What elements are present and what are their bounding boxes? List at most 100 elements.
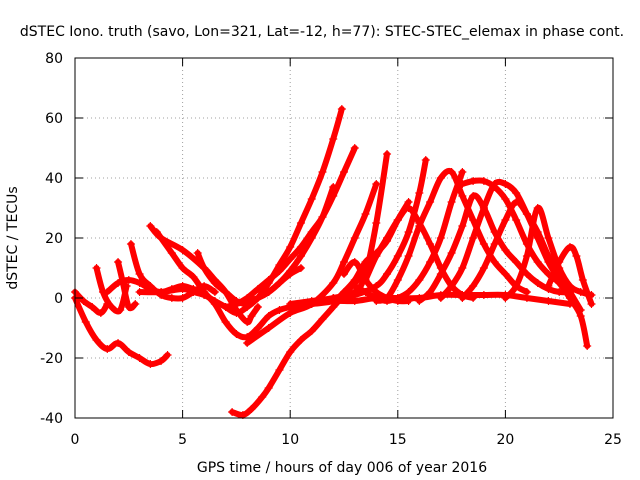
data-point: [572, 252, 581, 260]
data-point: [436, 234, 445, 242]
data-point: [157, 357, 166, 365]
data-point: [307, 195, 316, 203]
data-point: [393, 294, 402, 302]
data-point: [264, 276, 273, 284]
data-point: [221, 288, 230, 296]
data-point: [232, 300, 241, 308]
data-point: [469, 192, 478, 200]
data-point: [318, 168, 327, 176]
data-point: [307, 300, 316, 308]
data-point: [253, 294, 262, 302]
data-point: [426, 258, 435, 266]
data-point: [361, 276, 370, 284]
data-point: [329, 183, 338, 191]
data-point: [544, 282, 553, 290]
data-point: [578, 276, 587, 284]
data-point: [275, 279, 284, 287]
data-point: [533, 228, 542, 236]
data-point: [135, 288, 144, 296]
data-point: [337, 105, 346, 113]
x-tick-labels: 0 5 10 15 20 25: [71, 432, 622, 448]
x-tick-label: 15: [389, 432, 407, 448]
data-point: [193, 249, 202, 257]
data-point: [372, 252, 381, 260]
y-tick-label: 60: [45, 111, 63, 127]
data-point: [404, 204, 413, 212]
series-line: [287, 151, 390, 307]
data-point: [404, 228, 413, 236]
data-point: [167, 294, 176, 302]
data-point: [340, 270, 348, 278]
data-point: [512, 189, 521, 197]
data-point: [210, 288, 219, 296]
data-point: [555, 258, 564, 266]
data-point: [79, 297, 88, 305]
data-point: [393, 216, 402, 224]
data-point: [131, 300, 140, 308]
data-point: [544, 297, 553, 305]
series-2: [92, 264, 131, 315]
y-axis-title: dSTEC / TECUs: [5, 186, 21, 289]
data-point: [146, 282, 155, 290]
data-point: [247, 405, 256, 413]
data-point: [458, 168, 467, 176]
data-point: [124, 276, 133, 284]
y-tick-label: -20: [40, 351, 63, 367]
data-point: [135, 354, 144, 362]
data-point: [533, 279, 542, 287]
data-point: [426, 198, 435, 206]
data-point: [415, 189, 424, 197]
data-point: [286, 303, 295, 311]
data-point: [92, 336, 101, 344]
data-point: [200, 264, 209, 272]
data-point: [152, 228, 161, 236]
data-point: [415, 276, 424, 284]
data-point: [178, 264, 187, 272]
data-point: [383, 150, 392, 158]
x-tick-label: 20: [496, 432, 514, 448]
data-point: [447, 168, 456, 176]
data-point: [189, 288, 198, 296]
data-point: [146, 222, 155, 230]
data-point: [243, 318, 252, 326]
data-point: [243, 297, 252, 305]
data-point: [232, 309, 241, 317]
data-point: [286, 255, 295, 263]
data-point: [200, 291, 209, 299]
data-point: [565, 282, 574, 290]
data-point: [178, 285, 187, 293]
y-tick-label: 40: [45, 171, 63, 187]
data-point: [458, 291, 467, 299]
data-point: [447, 198, 456, 206]
data-point: [361, 210, 370, 218]
data-point: [383, 270, 392, 278]
data-point: [479, 204, 488, 212]
data-point: [329, 297, 338, 305]
data-point: [533, 204, 542, 212]
series-20: [372, 168, 531, 305]
y-tick-label: 80: [45, 51, 63, 67]
data-point: [565, 243, 574, 251]
series-14: [243, 180, 381, 347]
data-point: [350, 144, 359, 152]
series-line: [545, 243, 595, 307]
data-point: [264, 288, 273, 296]
data-point: [393, 252, 402, 260]
data-point: [135, 279, 144, 287]
data-point: [383, 234, 392, 242]
data-point: [436, 270, 445, 278]
y-tick-label: 20: [45, 231, 63, 247]
data-point: [189, 273, 198, 281]
data-point: [296, 336, 305, 344]
data-point: [479, 240, 488, 248]
data-point: [522, 210, 531, 218]
x-tick-label: 5: [178, 432, 187, 448]
series-line: [136, 106, 345, 316]
data-point: [512, 216, 521, 224]
data-point: [318, 315, 327, 323]
data-point: [458, 180, 467, 188]
data-point: [221, 318, 230, 326]
data-point: [458, 222, 467, 230]
data-point: [114, 258, 123, 266]
data-point: [372, 219, 381, 227]
